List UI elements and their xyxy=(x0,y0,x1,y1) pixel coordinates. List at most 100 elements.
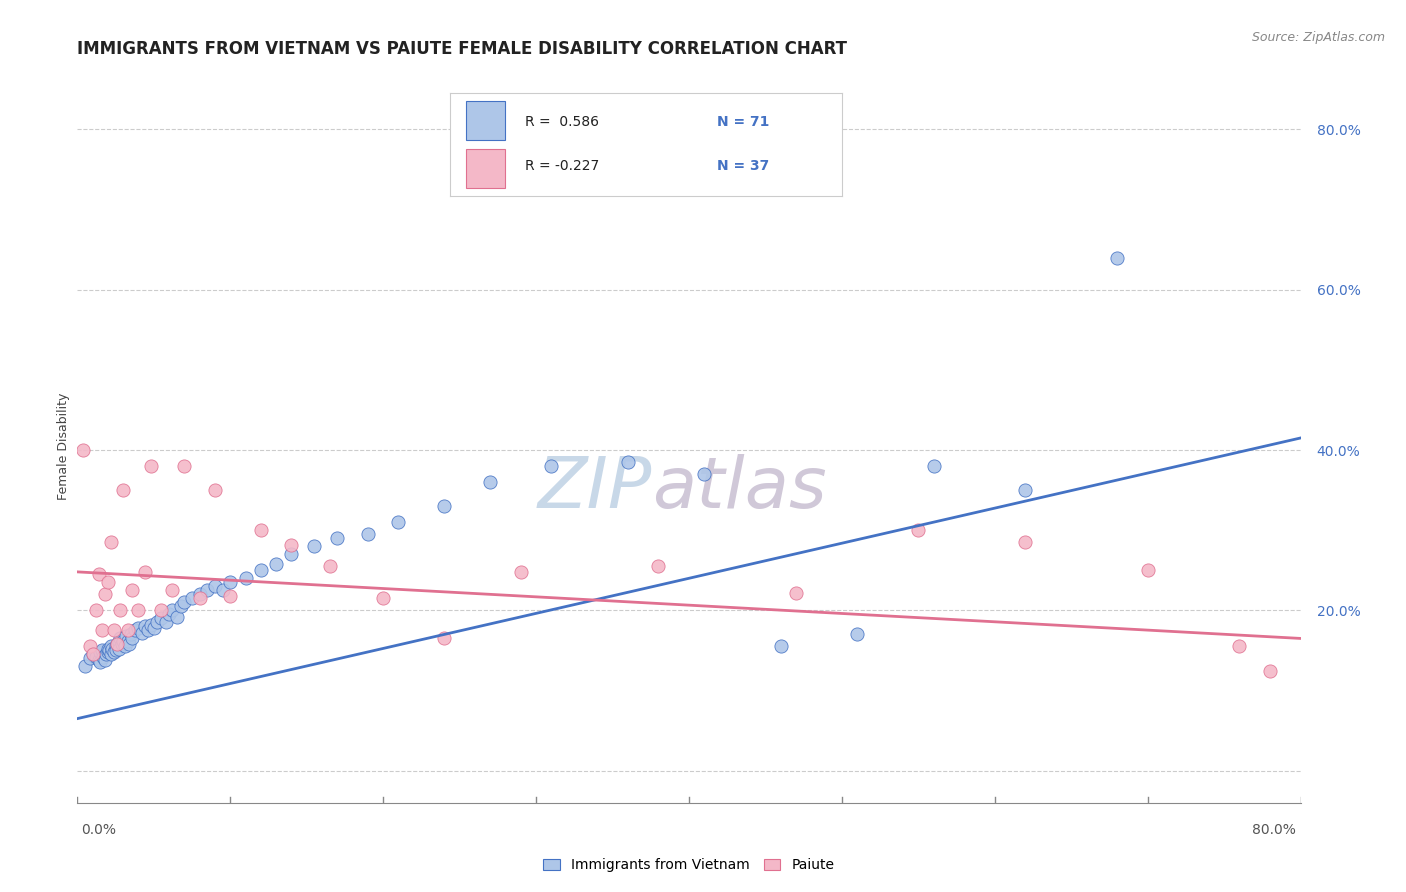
Point xyxy=(150,611,173,625)
Point xyxy=(1136,563,1159,577)
Point xyxy=(509,565,531,579)
Point xyxy=(104,643,127,657)
Point xyxy=(211,583,233,598)
Point xyxy=(540,458,562,473)
Point xyxy=(127,603,149,617)
Point xyxy=(785,585,807,599)
Point xyxy=(1014,535,1036,549)
Point xyxy=(250,563,273,577)
Text: Source: ZipAtlas.com: Source: ZipAtlas.com xyxy=(1251,31,1385,45)
Point xyxy=(79,640,101,654)
Point xyxy=(94,587,117,601)
Point xyxy=(112,483,135,497)
Text: 0.0%: 0.0% xyxy=(82,823,117,837)
Point xyxy=(371,591,394,606)
Point xyxy=(108,632,131,646)
Point xyxy=(318,559,340,574)
Point xyxy=(1229,640,1251,654)
Point xyxy=(101,641,124,656)
Point xyxy=(100,640,122,654)
Point xyxy=(114,640,136,654)
Point xyxy=(134,565,156,579)
Point xyxy=(107,635,129,649)
Point xyxy=(181,591,204,606)
Point xyxy=(160,583,183,598)
Text: IMMIGRANTS FROM VIETNAM VS PAIUTE FEMALE DISABILITY CORRELATION CHART: IMMIGRANTS FROM VIETNAM VS PAIUTE FEMALE… xyxy=(77,40,848,58)
Point xyxy=(387,515,409,529)
Point xyxy=(170,599,193,614)
Point xyxy=(479,475,502,489)
Point xyxy=(280,547,302,561)
Point xyxy=(87,653,110,667)
Point xyxy=(204,483,226,497)
Point xyxy=(433,499,456,513)
Y-axis label: Female Disability: Female Disability xyxy=(58,392,70,500)
Point xyxy=(115,629,138,643)
Text: atlas: atlas xyxy=(652,454,827,524)
Point xyxy=(693,467,716,481)
Point xyxy=(139,458,162,473)
Point xyxy=(1014,483,1036,497)
Point xyxy=(104,640,127,654)
Point xyxy=(131,625,153,640)
Point xyxy=(173,595,195,609)
Point xyxy=(97,645,120,659)
Point xyxy=(188,591,211,606)
Point xyxy=(103,645,125,659)
Point xyxy=(142,621,165,635)
Point xyxy=(124,624,146,638)
Point xyxy=(105,637,128,651)
Point xyxy=(108,603,131,617)
Point xyxy=(219,575,242,590)
Point xyxy=(121,632,143,646)
Point xyxy=(907,523,929,537)
Point xyxy=(136,624,159,638)
Point xyxy=(105,637,128,651)
Point xyxy=(264,557,287,571)
Point xyxy=(235,571,257,585)
Point xyxy=(617,455,640,469)
Point xyxy=(127,621,149,635)
Point xyxy=(846,627,869,641)
Point xyxy=(118,637,141,651)
Point xyxy=(155,615,177,630)
Text: 80.0%: 80.0% xyxy=(1253,823,1296,837)
Point xyxy=(219,589,242,603)
Point xyxy=(97,575,120,590)
Point xyxy=(157,607,180,622)
Point xyxy=(280,538,302,552)
Point xyxy=(94,653,117,667)
Point xyxy=(326,531,349,545)
Point xyxy=(89,645,111,659)
Text: ZIP: ZIP xyxy=(538,454,652,524)
Point xyxy=(79,651,101,665)
Point xyxy=(87,567,110,582)
Point xyxy=(98,643,121,657)
Point xyxy=(72,442,94,457)
Point xyxy=(84,603,107,617)
Point xyxy=(121,583,143,598)
Point xyxy=(111,637,134,651)
Point xyxy=(304,539,326,553)
Point xyxy=(160,603,183,617)
Point xyxy=(100,648,122,662)
Point xyxy=(90,624,112,638)
Point xyxy=(84,649,107,664)
Point xyxy=(769,640,792,654)
Point xyxy=(117,633,139,648)
Point xyxy=(166,609,188,624)
Point xyxy=(82,648,104,662)
Point xyxy=(250,523,273,537)
Point xyxy=(146,615,169,630)
Point xyxy=(647,559,669,574)
Point xyxy=(1258,664,1281,678)
Point xyxy=(90,643,112,657)
Point xyxy=(103,624,125,638)
Point xyxy=(82,648,104,662)
Point xyxy=(117,624,139,638)
Point xyxy=(173,458,195,473)
Legend: Immigrants from Vietnam, Paiute: Immigrants from Vietnam, Paiute xyxy=(537,853,841,878)
Point xyxy=(139,617,162,632)
Point xyxy=(195,583,218,598)
Point xyxy=(112,633,135,648)
